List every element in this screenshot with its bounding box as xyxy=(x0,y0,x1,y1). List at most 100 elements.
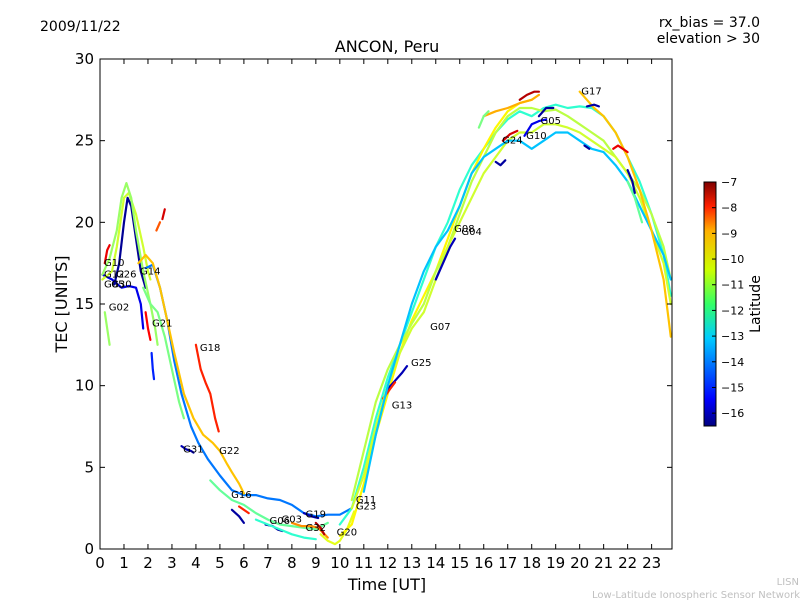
colorbar-tick-label: −14 xyxy=(721,356,744,369)
y-axis-label: TEC [UNITS] xyxy=(52,256,71,354)
colorbar-tick-label: −13 xyxy=(721,330,744,343)
series-g16 xyxy=(209,479,329,531)
colorbar-label: Latitude xyxy=(748,275,764,333)
series-g27 xyxy=(494,159,507,167)
prn-label-g07: G07 xyxy=(430,322,450,333)
prn-label-g23: G23 xyxy=(356,502,376,513)
series-g31 xyxy=(180,445,195,454)
series-g09b xyxy=(161,208,166,221)
prn-label-g16: G16 xyxy=(231,490,251,501)
prn-label-g05: G05 xyxy=(104,279,124,290)
series-g05r xyxy=(537,106,555,118)
prn-label-g14: G14 xyxy=(140,266,160,277)
elevation-label: elevation > 30 xyxy=(657,31,760,47)
series-g15b xyxy=(583,144,591,150)
prn-label-g22: G22 xyxy=(219,446,239,457)
colorbar-tick-label: −10 xyxy=(721,253,744,266)
prn-label-g04: G04 xyxy=(461,227,481,238)
series-g07 xyxy=(350,123,672,510)
series-g12 xyxy=(101,191,152,281)
series-g02 xyxy=(103,311,111,346)
y-tick-label: 5 xyxy=(84,458,94,476)
x-tick-label: 16 xyxy=(474,554,493,572)
series-g08 xyxy=(362,131,672,493)
series-g17b xyxy=(585,103,600,108)
series-g19 xyxy=(302,512,320,520)
series-g21c xyxy=(150,351,156,381)
x-tick-label: 2 xyxy=(143,554,153,572)
y-axis: 0 5 10 15 20 25 30 xyxy=(75,50,672,558)
series-g15d xyxy=(626,169,636,194)
series-g16b xyxy=(238,505,250,515)
series-g28c xyxy=(477,110,490,129)
colorbar-tick-label: −11 xyxy=(721,279,744,292)
prn-label-g02: G02 xyxy=(109,302,129,313)
footer-lisn: LISN xyxy=(777,577,799,588)
x-tick-label: 21 xyxy=(594,554,613,572)
rx-bias-label: rx_bias = 37.0 xyxy=(659,15,760,31)
x-tick-label: 1 xyxy=(119,554,129,572)
series-g09 xyxy=(155,221,162,232)
series-g20 xyxy=(319,510,356,546)
x-tick-label: 5 xyxy=(215,554,225,572)
x-tick-label: 0 xyxy=(95,554,105,572)
prn-label-g12: G12 xyxy=(104,270,124,281)
prn-label-g26: G26 xyxy=(116,270,136,281)
x-tick-label: 11 xyxy=(354,554,373,572)
series-g21b xyxy=(144,311,152,341)
prn-label-g18: G18 xyxy=(200,343,220,354)
colorbar-tick-label: −15 xyxy=(721,381,744,394)
x-tick-label: 20 xyxy=(570,554,589,572)
y-tick-label: 10 xyxy=(75,377,94,395)
x-tick-label: 6 xyxy=(239,554,249,572)
series-g11 xyxy=(338,103,672,526)
x-axis-label: Time [UT] xyxy=(347,575,426,594)
x-tick-label: 7 xyxy=(263,554,273,572)
series-g22 xyxy=(137,253,245,495)
x-tick-label: 8 xyxy=(287,554,297,572)
y-tick-label: 30 xyxy=(75,50,94,68)
x-tick-label: 14 xyxy=(426,554,445,572)
y-tick-label: 25 xyxy=(75,132,94,150)
x-tick-label: 4 xyxy=(191,554,201,572)
x-tick-label: 3 xyxy=(167,554,177,572)
x-tick-label: 9 xyxy=(311,554,321,572)
x-tick-label: 12 xyxy=(378,554,397,572)
series-g17 xyxy=(578,90,672,338)
colorbar-tick-label: −7 xyxy=(721,176,737,189)
prn-label-g20: G20 xyxy=(337,528,357,539)
series-g15 xyxy=(612,144,629,154)
colorbar xyxy=(703,181,717,427)
date-label: 2009/11/22 xyxy=(40,19,121,35)
prn-label-g25: G25 xyxy=(411,358,431,369)
x-tick-label: 17 xyxy=(498,554,517,572)
series-g05 xyxy=(113,196,147,289)
series-g30 xyxy=(101,273,145,330)
prn-label-g10: G10 xyxy=(526,131,546,142)
series-g18 xyxy=(194,343,220,433)
prn-label-g21: G21 xyxy=(152,319,172,330)
x-tick-label: 23 xyxy=(642,554,661,572)
x-tick-label: 22 xyxy=(618,554,637,572)
prn-label-g05: G05 xyxy=(540,116,560,127)
x-axis: 0 1 2 3 4 5 6 7 8 9 10 11 12 13 14 15 16 17 18 19 20 21 22 23 xyxy=(95,59,661,572)
x-tick-label: 15 xyxy=(450,554,469,572)
prn-label-g06: G06 xyxy=(269,516,289,527)
prn-label-g08: G08 xyxy=(454,224,474,235)
plot-frame xyxy=(99,58,673,550)
series-g10 xyxy=(103,244,111,265)
prn-label-g30: G30 xyxy=(111,279,131,290)
series-g32b xyxy=(314,521,326,536)
prn-label-g13: G13 xyxy=(392,400,412,411)
x-tick-label: 10 xyxy=(330,554,349,572)
x-tick-label: 18 xyxy=(522,554,541,572)
y-tick-label: 15 xyxy=(75,295,94,313)
series-layer xyxy=(101,90,672,546)
x-tick-label: 13 xyxy=(402,554,421,572)
prn-label-g10: G10 xyxy=(104,258,124,269)
colorbar-tick-label: −9 xyxy=(721,227,737,240)
series-g10r xyxy=(523,118,548,137)
prn-label-g32: G32 xyxy=(305,523,325,534)
